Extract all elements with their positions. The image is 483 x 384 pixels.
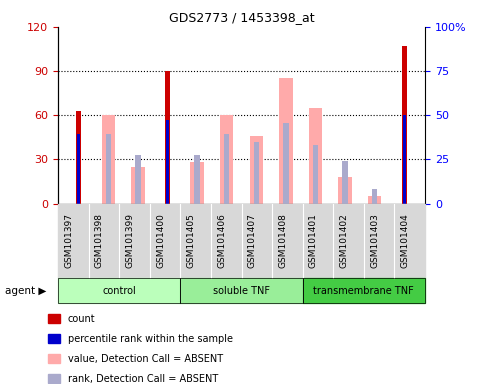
Text: control: control — [102, 286, 136, 296]
Bar — [220, 115, 233, 204]
Bar — [403, 115, 406, 204]
Text: GSM101402: GSM101402 — [340, 214, 349, 268]
Text: soluble TNF: soluble TNF — [213, 286, 270, 296]
Bar — [135, 155, 141, 204]
Text: value, Detection Call = ABSENT: value, Detection Call = ABSENT — [68, 354, 223, 364]
Bar — [339, 177, 352, 204]
Text: transmembrane TNF: transmembrane TNF — [313, 286, 414, 296]
Bar — [254, 142, 259, 204]
Bar — [309, 108, 322, 204]
Bar — [279, 78, 293, 204]
Bar — [106, 134, 111, 204]
Text: GSM101403: GSM101403 — [370, 214, 379, 268]
Text: GSM101406: GSM101406 — [217, 214, 226, 268]
Text: GSM101405: GSM101405 — [186, 214, 196, 268]
Text: GSM101404: GSM101404 — [401, 214, 410, 268]
Bar — [224, 134, 229, 204]
Text: count: count — [68, 314, 95, 324]
Bar — [368, 196, 382, 204]
Bar — [101, 115, 115, 204]
Bar — [250, 136, 263, 204]
Text: GSM101397: GSM101397 — [64, 214, 73, 268]
Bar — [76, 111, 81, 204]
Bar — [165, 71, 170, 204]
Bar — [166, 120, 169, 204]
Bar — [77, 134, 80, 204]
Text: GSM101398: GSM101398 — [95, 214, 104, 268]
Bar — [313, 145, 318, 204]
Bar — [402, 46, 407, 204]
Text: GSM101400: GSM101400 — [156, 214, 165, 268]
Text: rank, Detection Call = ABSENT: rank, Detection Call = ABSENT — [68, 374, 218, 384]
Bar — [195, 155, 200, 204]
Bar — [372, 189, 377, 204]
Bar — [190, 162, 204, 204]
Text: agent ▶: agent ▶ — [5, 286, 46, 296]
Text: GDS2773 / 1453398_at: GDS2773 / 1453398_at — [169, 12, 314, 25]
Bar — [131, 167, 144, 204]
Bar — [342, 161, 348, 204]
Bar — [283, 122, 288, 204]
Text: percentile rank within the sample: percentile rank within the sample — [68, 334, 233, 344]
Text: GSM101399: GSM101399 — [126, 214, 134, 268]
Text: GSM101408: GSM101408 — [278, 214, 287, 268]
Text: GSM101407: GSM101407 — [248, 214, 257, 268]
Text: GSM101401: GSM101401 — [309, 214, 318, 268]
